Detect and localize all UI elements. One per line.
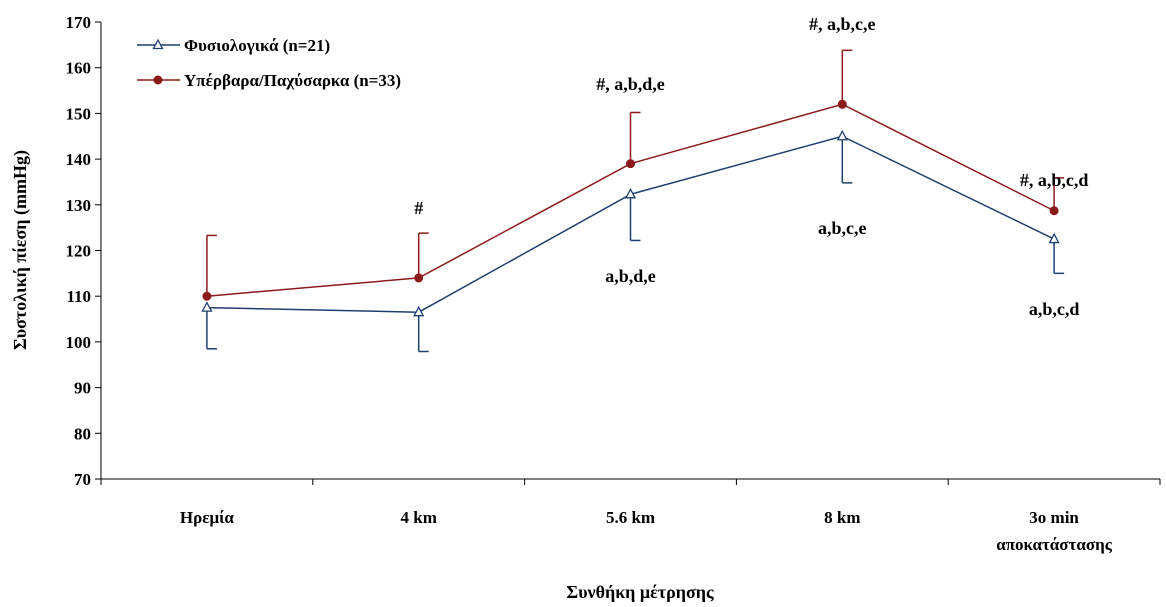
x-tick-label: 3o min bbox=[1029, 508, 1079, 527]
x-axis: Ηρεμία 4 km 5.6 km 8 km 3o min αποκατάστασης bbox=[100, 478, 1161, 554]
y-tick-label: 80 bbox=[74, 424, 91, 443]
data-point bbox=[201, 301, 213, 312]
annotation-above: #, a,b,d,e bbox=[596, 74, 665, 94]
data-point bbox=[626, 159, 635, 169]
annotation-below: a,b,c,d bbox=[1029, 299, 1080, 319]
annotations-layer: # #, a,b,d,e #, a,b,c,e #, a,b,c,d a,b,d,e a,… bbox=[414, 14, 1088, 319]
y-tick-label: 120 bbox=[66, 242, 92, 261]
legend-label: Υπέρβαρα/Παχύσαρκα (n=33) bbox=[184, 71, 401, 90]
data-point bbox=[1049, 206, 1059, 216]
y-tick-label: 90 bbox=[74, 379, 91, 398]
y-tick-label: 70 bbox=[74, 470, 91, 489]
data-point bbox=[836, 129, 848, 141]
y-tick-label: 110 bbox=[66, 287, 91, 306]
legend-item-1: Φυσιολογικά (n=21) bbox=[137, 36, 330, 55]
annotation-below: a,b,d,e bbox=[605, 266, 656, 286]
data-point bbox=[202, 291, 212, 301]
data-point bbox=[1048, 232, 1060, 244]
y-axis-title: Συστολική πίεση (mmHg) bbox=[10, 150, 31, 350]
y-tick-label: 100 bbox=[66, 333, 92, 352]
annotation-below: a,b,c,e bbox=[818, 218, 867, 238]
data-point bbox=[624, 187, 637, 199]
legend-label: Φυσιολογικά (n=21) bbox=[184, 36, 330, 55]
y-tick-label: 140 bbox=[66, 150, 92, 169]
y-tick-label: 130 bbox=[66, 196, 92, 215]
series-1 bbox=[201, 129, 1065, 353]
x-axis-title: Συνθήκη μέτρησης bbox=[566, 582, 714, 602]
series-layer bbox=[201, 49, 1065, 353]
legend-marker bbox=[152, 38, 164, 50]
series-2 bbox=[202, 49, 1065, 301]
annotation-above: # bbox=[414, 198, 423, 218]
data-point bbox=[413, 305, 425, 317]
legend-marker bbox=[153, 75, 163, 85]
x-tick-label: Ηρεμία bbox=[180, 508, 234, 527]
y-tick-label: 150 bbox=[66, 104, 92, 123]
data-point bbox=[414, 273, 424, 283]
legend: Φυσιολογικά (n=21) Υπέρβαρα/Παχύσαρκα (n=… bbox=[137, 36, 401, 90]
legend-item-2: Υπέρβαρα/Παχύσαρκα (n=33) bbox=[137, 71, 401, 90]
x-tick-label: 5.6 km bbox=[606, 508, 655, 527]
x-tick-label: 8 km bbox=[824, 508, 860, 527]
y-axis: 70 80 90 100 110 120 130 140 150 160 170 bbox=[66, 13, 102, 489]
y-tick-label: 170 bbox=[66, 13, 92, 32]
data-point bbox=[837, 99, 847, 109]
x-tick-label: 4 km bbox=[401, 508, 437, 527]
x-tick-label: αποκατάστασης bbox=[996, 535, 1113, 554]
annotation-above: #, a,b,c,e bbox=[809, 14, 876, 34]
y-tick-label: 160 bbox=[66, 59, 92, 78]
annotation-above: #, a,b,c,d bbox=[1020, 170, 1089, 190]
